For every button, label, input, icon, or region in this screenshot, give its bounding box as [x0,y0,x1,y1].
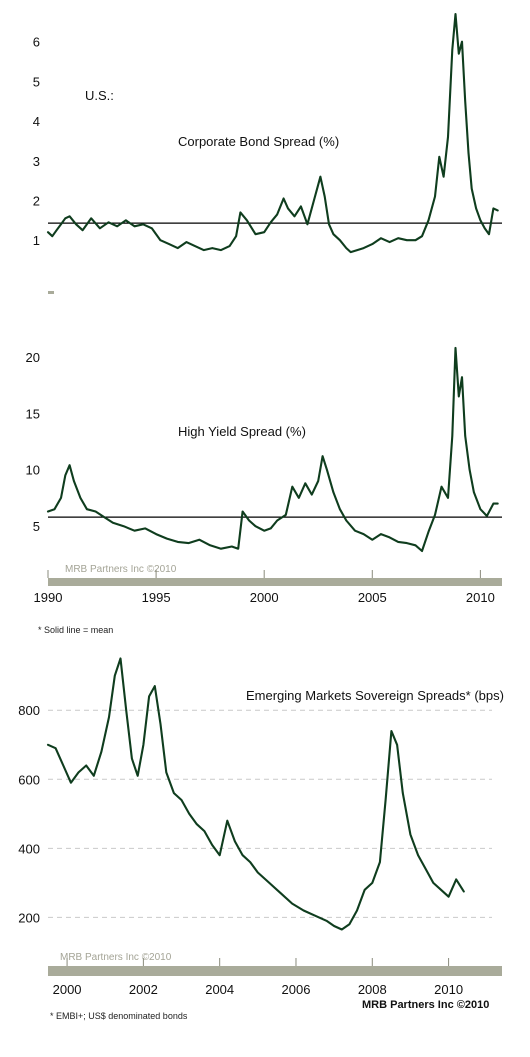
x-tick-label: 1990 [34,590,63,605]
y-tick-label: 2 [33,193,40,208]
high-yield-spread-panel: 5 10 15 20 High Yield Spread (%) MRB Partne… [26,346,502,635]
credit: MRB Partners Inc ©2010 [362,999,489,1011]
watermark: MRB Partners Inc ©2010 [65,564,177,575]
x-axis-bar [48,966,502,976]
emerging-markets-spreads-line [46,657,465,931]
x-tick-label: 2004 [205,982,234,997]
x-axis-bar [48,578,502,586]
y-tick-label: 800 [18,703,40,718]
panel-title: U.S.: [85,88,114,103]
y-tick-label: 10 [26,463,40,478]
x-tick-label: 2000 [53,982,82,997]
y-tick-label: 200 [18,910,40,925]
x-tick-label: 1995 [142,590,171,605]
emerging-markets-spreads-panel: 200 400 600 800 Emerging Markets Sovereign … [18,657,504,1021]
x-tick-label: 2005 [358,590,387,605]
footnote: * EMBI+; US$ denominated bonds [50,1011,188,1021]
y-tick-label: 6 [33,35,40,50]
x-tick-label: 2000 [250,590,279,605]
series-label: Corporate Bond Spread (%) [178,134,339,149]
y-tick-label: 5 [33,74,40,89]
x-tick-label: 2008 [358,982,387,997]
corporate-bond-spread-line [46,12,499,254]
x-tick-label: 2002 [129,982,158,997]
series-label: High Yield Spread (%) [178,424,306,439]
x-tick-label: 2010 [434,982,463,997]
y-tick-label: 20 [26,350,40,365]
watermark: MRB Partners Inc ©2010 [60,952,172,963]
x-tick-label: 2010 [466,590,495,605]
footnote: * Solid line = mean [38,625,113,635]
y-tick-label: 400 [18,841,40,856]
y-tick-label: 3 [33,154,40,169]
axis-stub [48,291,54,294]
y-tick-label: 1 [33,233,40,248]
panel-title: Emerging Markets Sovereign Spreads* (bps… [246,688,504,703]
high-yield-spread-line [46,346,499,553]
x-tick-label: 2006 [282,982,311,997]
y-tick-label: 5 [33,519,40,534]
y-tick-label: 15 [26,406,40,421]
y-tick-label: 600 [18,772,40,787]
y-tick-label: 4 [33,114,40,129]
corporate-bond-spread-panel: 1 2 3 4 5 6 U.S.: Corporate Bond Spread (%) [33,12,502,294]
